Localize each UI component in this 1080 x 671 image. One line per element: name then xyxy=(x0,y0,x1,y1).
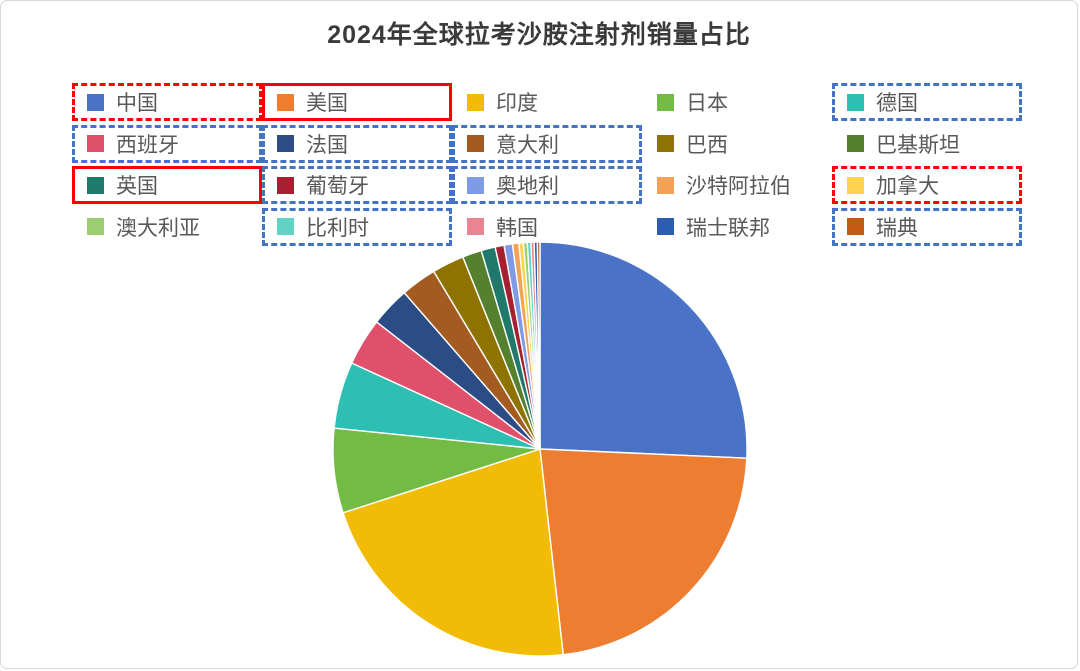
legend-item-india[interactable]: 印度 xyxy=(452,83,642,121)
legend-swatch-icon xyxy=(657,218,674,235)
legend-label: 沙特阿拉伯 xyxy=(686,175,791,198)
legend-label: 法国 xyxy=(306,133,348,157)
legend-label: 日本 xyxy=(686,92,728,115)
legend-label: 澳大利亚 xyxy=(116,216,200,240)
legend-item-south-korea[interactable]: 韩国 xyxy=(452,208,642,246)
legend-label: 瑞士联邦 xyxy=(686,216,770,240)
legend-label: 美国 xyxy=(306,92,348,115)
legend-swatch-icon xyxy=(657,135,674,152)
legend-item-usa[interactable]: 美国 xyxy=(262,83,452,121)
legend-item-china[interactable]: 中国 xyxy=(72,83,262,121)
legend-item-portugal[interactable]: 葡萄牙 xyxy=(262,166,452,204)
legend-label: 意大利 xyxy=(496,133,559,157)
legend-item-spain[interactable]: 西班牙 xyxy=(72,124,262,163)
legend-swatch-icon xyxy=(467,218,484,235)
legend-item-sweden[interactable]: 瑞典 xyxy=(832,207,1022,246)
legend-item-austria[interactable]: 奥地利 xyxy=(452,166,642,204)
legend-item-japan[interactable]: 日本 xyxy=(642,83,832,121)
legend-label: 中国 xyxy=(116,92,158,115)
legend-item-canada[interactable]: 加拿大 xyxy=(832,166,1022,204)
pie-slice-usa[interactable] xyxy=(539,448,748,656)
legend-label: 比利时 xyxy=(306,216,369,240)
legend-label: 瑞典 xyxy=(876,216,918,240)
legend-label: 奥地利 xyxy=(496,175,559,198)
legend-label: 英国 xyxy=(116,175,158,198)
legend-swatch-icon xyxy=(277,218,294,235)
chart-legend: 中国 美国 印度 日本 德国西班牙 法国 意大利 巴西 巴基斯坦英国 葡萄牙 奥地利 沙特阿拉伯 加拿大… xyxy=(72,83,1022,249)
pie-slice-sweden[interactable] xyxy=(536,241,541,450)
legend-item-saudi-arabia[interactable]: 沙特阿拉伯 xyxy=(642,166,832,204)
legend-item-france[interactable]: 法国 xyxy=(262,124,452,163)
legend-item-italy[interactable]: 意大利 xyxy=(452,124,642,163)
legend-item-pakistan[interactable]: 巴基斯坦 xyxy=(832,125,1022,163)
legend-swatch-icon xyxy=(467,93,484,111)
legend-swatch-icon xyxy=(467,176,484,194)
legend-label: 葡萄牙 xyxy=(306,175,369,198)
legend-swatch-icon xyxy=(87,176,104,194)
legend-label: 韩国 xyxy=(496,216,538,240)
legend-swatch-icon xyxy=(87,218,104,235)
legend-item-uk[interactable]: 英国 xyxy=(72,166,262,204)
legend-item-australia[interactable]: 澳大利亚 xyxy=(72,208,262,246)
chart-title: 2024年全球拉考沙胺注射剂销量占比 xyxy=(327,21,751,49)
legend-item-switzerland[interactable]: 瑞士联邦 xyxy=(642,208,832,246)
legend-label: 西班牙 xyxy=(116,133,179,157)
legend-swatch-icon xyxy=(657,93,674,111)
pie-slice-india[interactable] xyxy=(342,448,564,657)
legend-swatch-icon xyxy=(847,135,864,152)
legend-item-belgium[interactable]: 比利时 xyxy=(262,207,452,246)
legend-label: 加拿大 xyxy=(876,175,939,198)
legend-swatch-icon xyxy=(847,218,864,235)
legend-swatch-icon xyxy=(87,93,104,111)
legend-swatch-icon xyxy=(277,93,294,111)
legend-label: 印度 xyxy=(496,92,538,115)
legend-swatch-icon xyxy=(277,176,294,194)
legend-swatch-icon xyxy=(87,135,104,152)
legend-swatch-icon xyxy=(847,93,864,111)
legend-swatch-icon xyxy=(467,135,484,152)
legend-item-brazil[interactable]: 巴西 xyxy=(642,125,832,163)
legend-label: 巴西 xyxy=(686,133,728,157)
legend-swatch-icon xyxy=(847,176,864,194)
legend-swatch-icon xyxy=(657,176,674,194)
legend-item-germany[interactable]: 德国 xyxy=(832,83,1022,121)
legend-swatch-icon xyxy=(277,135,294,152)
pie-slice-china[interactable] xyxy=(539,241,748,459)
legend-label: 德国 xyxy=(876,92,918,115)
legend-label: 巴基斯坦 xyxy=(876,133,960,157)
